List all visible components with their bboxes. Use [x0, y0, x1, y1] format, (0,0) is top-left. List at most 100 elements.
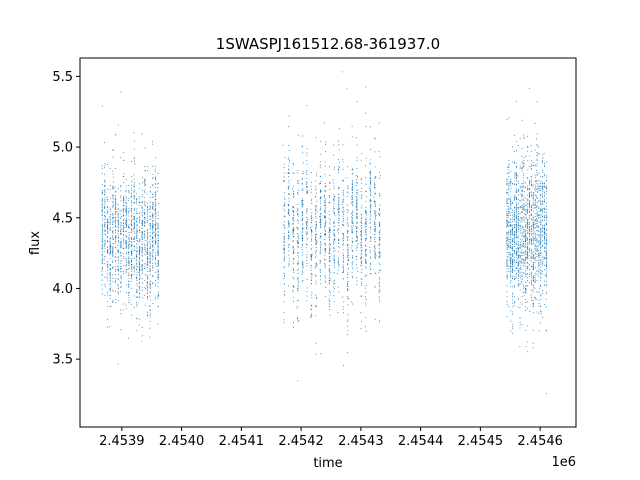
- data-point: [530, 277, 532, 279]
- data-point: [517, 190, 519, 192]
- data-point: [149, 211, 151, 213]
- data-point: [544, 242, 545, 244]
- data-point: [133, 209, 135, 211]
- data-point: [542, 203, 544, 205]
- data-point: [543, 229, 545, 230]
- data-point: [104, 226, 105, 228]
- data-point: [365, 287, 366, 289]
- data-point: [527, 262, 528, 263]
- data-point: [144, 182, 145, 184]
- data-point: [104, 181, 106, 183]
- data-point: [133, 295, 135, 297]
- data-point: [115, 205, 117, 207]
- data-point: [530, 294, 532, 296]
- data-point: [346, 296, 348, 297]
- data-point: [283, 239, 285, 241]
- data-point: [523, 216, 525, 218]
- data-point: [545, 205, 547, 207]
- data-point: [532, 289, 534, 291]
- data-point: [297, 227, 299, 229]
- data-point: [333, 182, 335, 184]
- data-point: [120, 226, 122, 228]
- data-point: [530, 253, 532, 255]
- data-point: [141, 266, 143, 268]
- data-point: [512, 248, 514, 250]
- data-point: [125, 226, 127, 228]
- data-point: [136, 232, 138, 234]
- data-point: [136, 305, 138, 307]
- data-point: [133, 185, 135, 187]
- data-point: [283, 236, 285, 238]
- data-point: [144, 147, 146, 149]
- data-point: [104, 284, 106, 286]
- data-point: [540, 201, 542, 203]
- data-point: [377, 213, 379, 215]
- data-point: [545, 270, 547, 272]
- data-point: [521, 195, 523, 197]
- data-point: [136, 240, 138, 242]
- data-point: [342, 199, 344, 201]
- data-point: [352, 180, 353, 181]
- data-point: [316, 264, 318, 266]
- data-point: [152, 216, 154, 218]
- data-point: [314, 239, 316, 241]
- data-point: [525, 270, 527, 272]
- data-point: [118, 213, 119, 215]
- data-point: [527, 220, 529, 222]
- data-point: [536, 172, 538, 173]
- data-point: [361, 230, 363, 231]
- data-point: [369, 170, 371, 172]
- data-point: [374, 222, 376, 224]
- data-point: [293, 210, 295, 212]
- data-point: [333, 261, 335, 263]
- data-point: [519, 273, 521, 275]
- data-point: [529, 211, 530, 213]
- data-point: [104, 216, 106, 217]
- data-point: [543, 228, 545, 229]
- data-point: [139, 254, 140, 256]
- data-point: [147, 286, 148, 288]
- data-point: [319, 263, 321, 264]
- data-point: [109, 207, 111, 209]
- data-point: [533, 261, 534, 263]
- data-point: [152, 240, 154, 242]
- data-point: [112, 149, 114, 151]
- data-point: [545, 254, 547, 256]
- data-point: [152, 255, 154, 257]
- data-point: [515, 274, 517, 276]
- data-point: [347, 248, 349, 250]
- data-point: [301, 273, 303, 275]
- data-point: [136, 284, 138, 286]
- data-point: [146, 252, 148, 254]
- data-point: [343, 190, 345, 192]
- data-point: [120, 268, 122, 270]
- data-point: [144, 179, 146, 181]
- data-point: [288, 215, 290, 216]
- data-point: [101, 203, 103, 205]
- data-point: [324, 209, 326, 211]
- data-point: [306, 181, 308, 183]
- data-point: [347, 259, 349, 261]
- data-point: [157, 203, 159, 204]
- data-point: [506, 242, 508, 244]
- data-point: [545, 298, 547, 300]
- data-point: [338, 220, 340, 221]
- data-point: [122, 247, 124, 249]
- data-point: [512, 244, 514, 246]
- data-point: [155, 229, 156, 231]
- data-point: [379, 225, 381, 226]
- data-point: [540, 243, 542, 245]
- data-point: [283, 180, 285, 182]
- data-point: [534, 240, 536, 242]
- data-point: [288, 264, 290, 265]
- data-point: [523, 199, 525, 201]
- data-point: [143, 232, 145, 234]
- data-point: [508, 206, 510, 208]
- data-point: [157, 269, 159, 271]
- data-point: [536, 173, 538, 175]
- data-point: [147, 278, 149, 280]
- data-point: [356, 197, 358, 199]
- data-point: [112, 215, 114, 217]
- data-point: [146, 166, 148, 168]
- data-point: [347, 247, 349, 249]
